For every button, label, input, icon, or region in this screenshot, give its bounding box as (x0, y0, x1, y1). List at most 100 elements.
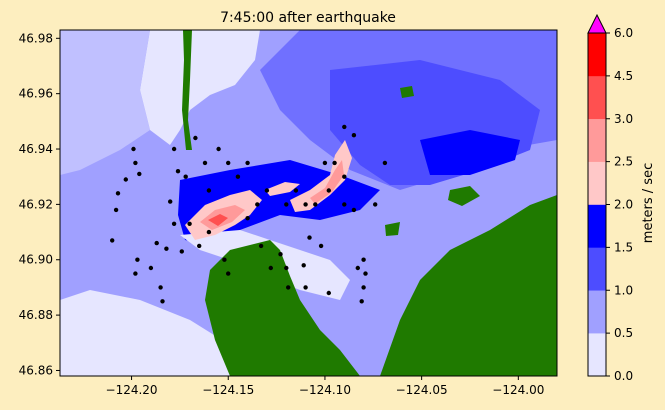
y-tick-label: 46.90 (19, 253, 53, 267)
gauge-marker (284, 265, 289, 271)
gauge-marker (382, 160, 388, 166)
gauge-marker (206, 229, 212, 235)
gauge-marker (226, 160, 231, 166)
gauge-marker (359, 299, 364, 304)
bay-channel-east (420, 130, 520, 175)
map-plot-area (60, 30, 557, 376)
y-tick-label: 46.98 (19, 31, 53, 45)
gauge-marker (332, 160, 337, 166)
plot-frame (59, 29, 558, 377)
land-island-north (400, 86, 414, 98)
gauge-markers (110, 124, 388, 304)
y-tick-label: 46.86 (19, 363, 53, 377)
shallow-water-north (140, 30, 260, 145)
gauge-marker (171, 221, 177, 226)
gauge-marker (351, 207, 357, 213)
x-tick-label: −124.10 (299, 383, 351, 397)
gauge-marker (361, 285, 366, 290)
gauge-marker (355, 265, 360, 271)
gauge-marker (264, 188, 270, 193)
gauge-marker (351, 133, 357, 138)
y-tick-label: 46.94 (19, 142, 53, 156)
gauge-marker (115, 191, 121, 196)
gauge-marker (222, 257, 227, 262)
gauge-marker (245, 216, 250, 221)
colorbar-extend-max (587, 13, 607, 34)
x-tick-label: −124.20 (106, 383, 158, 397)
colorbar-tick-label: 0.5 (614, 326, 633, 340)
colorbar-swatch (588, 333, 606, 377)
colorbar-swatch (588, 75, 606, 120)
colorbar-swatch (588, 290, 606, 334)
gauge-marker (168, 199, 173, 204)
gauge-marker (284, 202, 289, 207)
gauge-marker (206, 188, 212, 193)
colorbar-swatch (588, 33, 606, 77)
y-axis: 46.86 46.88 46.90 46.92 46.94 46.96 46.98 (19, 31, 60, 377)
land-southeast (380, 195, 557, 376)
gauge-marker (303, 285, 308, 290)
gauge-marker (160, 299, 165, 304)
gauge-marker (197, 243, 202, 249)
gauge-marker (171, 146, 177, 152)
gauge-marker (301, 263, 306, 268)
gauge-marker (179, 249, 184, 254)
gauge-marker (135, 257, 140, 262)
colorbar-swatch (588, 118, 606, 162)
gauge-marker (137, 171, 142, 177)
land-island-mid (385, 222, 400, 236)
gauge-marker (342, 174, 347, 179)
colorbar-tick-label: 1.0 (614, 283, 633, 297)
gauge-marker (245, 160, 250, 166)
y-tick-label: 46.96 (19, 87, 53, 101)
x-tick-label: −124.05 (396, 383, 448, 397)
colorbar-swatch (588, 204, 606, 248)
gauge-marker (268, 265, 273, 271)
gauge-marker (164, 246, 169, 251)
shallow-water-northwest (60, 30, 150, 175)
gauge-marker (187, 221, 192, 226)
gauge-marker (131, 146, 136, 152)
gauge-marker (293, 188, 299, 193)
x-tick-label: −124.00 (492, 383, 544, 397)
colorbar-swatch (588, 247, 606, 291)
gauge-marker (110, 238, 115, 243)
gauge-marker (235, 174, 241, 179)
y-tick-label: 46.92 (19, 197, 53, 211)
gauge-marker (318, 243, 324, 249)
gauge-marker (154, 240, 159, 246)
current-zone-salmon-east (310, 160, 344, 204)
colorbar-tick-label: 4.5 (614, 69, 633, 83)
gauge-marker (175, 169, 181, 174)
gauge-marker (322, 160, 328, 166)
current-zone-pink-mid (265, 182, 300, 196)
gauge-marker (361, 257, 366, 262)
gauge-marker (193, 135, 198, 141)
gauge-marker (278, 252, 283, 257)
gauge-marker (258, 243, 264, 249)
gauge-marker (226, 271, 231, 276)
gauge-marker (123, 177, 128, 182)
gauge-marker (202, 160, 208, 166)
current-zone-peak-west (208, 214, 228, 226)
gauge-marker (313, 202, 318, 207)
gauge-marker (303, 202, 308, 207)
gauge-marker (286, 285, 291, 290)
colorbar-label: meters / sec (641, 163, 656, 243)
gauge-marker (133, 271, 138, 276)
gauge-marker (342, 124, 347, 130)
shallow-water-southwest (60, 290, 250, 376)
gauge-marker (373, 202, 378, 207)
land-south-peninsula (205, 240, 360, 376)
colorbar-swatch (588, 161, 606, 205)
colorbar-tick-label: 2.0 (614, 198, 633, 212)
gauge-marker (326, 290, 331, 296)
colorbar-tick-label: 0.0 (614, 369, 633, 383)
x-axis: −124.20 −124.15 −124.10 −124.05 −124.00 (106, 376, 544, 397)
gauge-marker (158, 285, 163, 290)
colorbar-tick-label: 2.5 (614, 155, 633, 169)
gauge-marker (148, 265, 154, 271)
chart-title: 7:45:00 after earthquake (220, 10, 396, 26)
gauge-marker (183, 174, 188, 179)
